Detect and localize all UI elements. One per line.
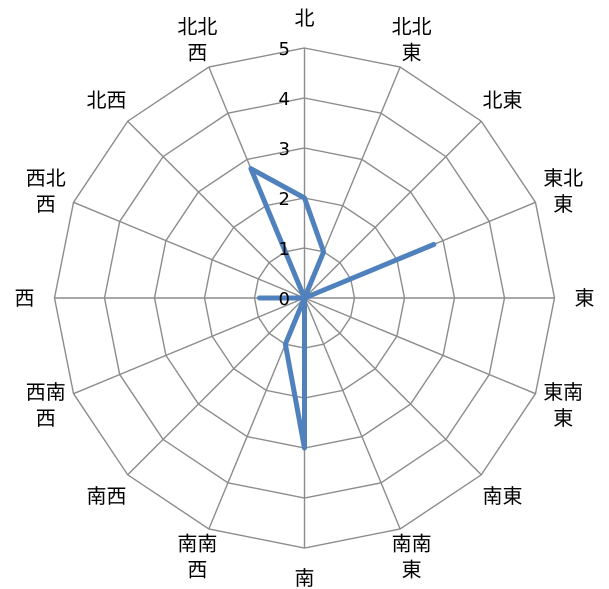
tick-label-2: 2: [279, 189, 290, 210]
direction-label-3: 東北東: [543, 166, 583, 216]
direction-label-4: 東: [575, 286, 595, 310]
direction-label-11: 西南西: [26, 380, 66, 430]
spoke-11: [73, 297, 305, 395]
spoke-5: [304, 297, 536, 395]
direction-label-8: 南: [295, 566, 315, 589]
tick-label-5: 5: [279, 39, 290, 60]
spoke-10: [127, 297, 305, 476]
direction-label-12: 西: [15, 286, 35, 310]
direction-label-6: 南東: [482, 484, 522, 508]
spoke-2: [304, 120, 482, 299]
direction-label-2: 北東: [482, 88, 522, 112]
series-layer: [248, 166, 437, 451]
series-line-0: [248, 166, 437, 451]
direction-label-9: 南南西: [177, 532, 217, 582]
tick-label-0: 0: [279, 289, 290, 310]
direction-label-7: 南南東: [392, 532, 432, 582]
direction-label-5: 東南東: [543, 380, 583, 430]
spoke-6: [304, 297, 482, 476]
direction-label-1: 北北東: [392, 14, 432, 64]
tick-label-1: 1: [279, 239, 290, 260]
direction-label-15: 北北西: [177, 14, 217, 64]
direction-label-13: 西北西: [26, 166, 66, 216]
spoke-13: [73, 201, 305, 299]
direction-label-10: 南西: [87, 484, 127, 508]
direction-label-0: 北: [295, 6, 315, 30]
tick-label-3: 3: [279, 139, 290, 160]
spoke-14: [127, 120, 305, 299]
tick-label-4: 4: [279, 89, 290, 110]
radial-tick-labels: 0 1 2 3 4 5: [279, 39, 290, 310]
spoke-7: [303, 297, 401, 530]
direction-label-14: 北西: [87, 88, 127, 112]
